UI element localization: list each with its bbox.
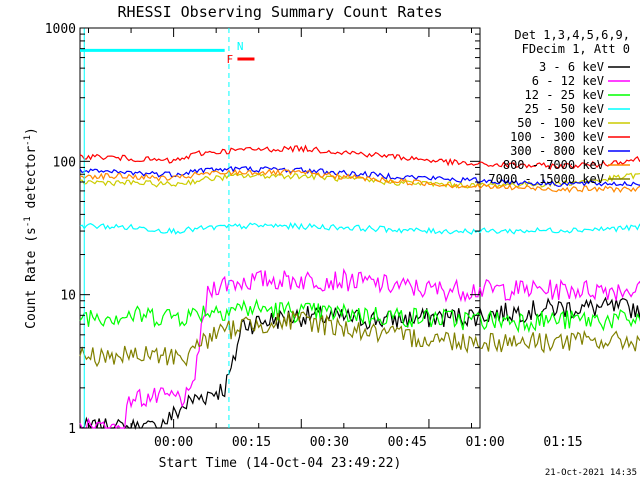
x-axis-ticks: 00:00 00:15 00:30 00:45 01:00 01:15	[88, 28, 583, 450]
legend-header-line-2: FDecim 1, Att 0	[522, 42, 630, 56]
legend-label-3: 25 - 50 keV	[525, 102, 604, 116]
legend-label-1: 6 - 12 keV	[532, 74, 604, 88]
series-line-8	[79, 310, 640, 368]
y-axis-ticks: 1 10 100 1000	[45, 22, 480, 437]
series-line-0	[79, 296, 640, 431]
plot-frame	[79, 27, 481, 429]
x-tick-label-0: 00:00	[154, 435, 193, 450]
legend-label-2: 12 - 25 keV	[525, 88, 604, 102]
y-tick-label-3: 1000	[45, 22, 76, 37]
y-axis-label-sup2: -1	[23, 135, 33, 146]
y-axis-label-main: Count Rate (s	[24, 227, 39, 329]
flag-bar-label-F: F	[226, 53, 233, 66]
series-line-5	[79, 144, 640, 171]
y-tick-label-1: 10	[60, 289, 76, 304]
y-axis-label: Count Rate (s-1 detector-1)	[23, 127, 39, 329]
y-axis-label-sup1: -1	[23, 216, 33, 227]
series-line-3	[79, 221, 640, 235]
x-tick-label-4: 01:00	[466, 435, 505, 450]
x-axis-label: Start Time (14-Oct-04 23:49:22)	[159, 456, 402, 471]
legend-label-0: 3 - 6 keV	[539, 60, 604, 74]
footer-timestamp: 21-Oct-2021 14:35	[545, 468, 637, 478]
series-line-7	[79, 168, 640, 194]
x-tick-label-3: 00:45	[388, 435, 427, 450]
y-axis-label-mid: detector	[24, 146, 39, 217]
marker-group: NSF	[80, 28, 255, 428]
chart-title: RHESSI Observing Summary Count Rates	[117, 3, 442, 21]
flag-label-N: N	[237, 40, 244, 53]
legend-header-line-1: Det 1,3,4,5,6,9,	[514, 28, 630, 42]
series-line-2	[79, 298, 640, 334]
x-tick-label-5: 01:15	[543, 435, 582, 450]
series-group	[79, 144, 640, 431]
legend-label-7: 800 - 7000 keV	[503, 158, 604, 172]
y-axis-label-end: )	[24, 127, 39, 135]
x-tick-label-1: 00:15	[232, 435, 271, 450]
x-tick-label-2: 00:30	[310, 435, 349, 450]
legend-label-8: 7000 - 15000 keV	[488, 172, 604, 186]
y-tick-label-0: 1	[68, 422, 76, 437]
y-tick-label-2: 100	[53, 155, 76, 170]
legend-label-4: 50 - 100 keV	[517, 116, 604, 130]
legend-label-5: 100 - 300 keV	[510, 130, 604, 144]
series-line-6	[79, 165, 640, 188]
legend-label-6: 300 - 800 keV	[510, 144, 604, 158]
series-line-1	[79, 267, 640, 430]
series-line-4	[79, 172, 640, 189]
legend: Det 1,3,4,5,6,9, FDecim 1, Att 0 3 - 6 k…	[488, 28, 630, 186]
